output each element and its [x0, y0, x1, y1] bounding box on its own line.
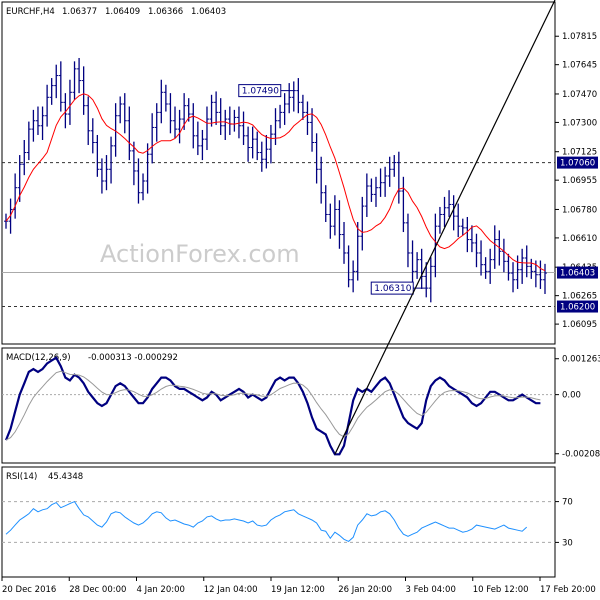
y-tick-label: 1.07470 — [562, 90, 597, 100]
macd-panel — [1, 347, 556, 464]
rsi-tick-label: 30 — [562, 538, 573, 548]
macd-tick-label: 0.001263 — [562, 355, 600, 365]
x-axis: 20 Dec 2016 28 Dec 00:00 4 Jan 20:00 12 Jan… — [1, 577, 596, 595]
level-tag-label: 1.07060 — [560, 159, 595, 169]
macd-tick-label: 0.00 — [562, 391, 581, 401]
y-tick-label: 1.06095 — [562, 320, 597, 330]
level-tag-label: 1.06200 — [560, 303, 595, 313]
x-tick-label: 28 Dec 00:00 — [69, 585, 126, 595]
macd-label: MACD(12,26,9) — [6, 353, 71, 363]
x-tick-label: 20 Dec 2016 — [2, 585, 56, 595]
x-tick-label: 3 Feb 04:00 — [406, 585, 456, 595]
y-tick-label: 1.07815 — [562, 32, 597, 42]
rsi-label: RSI(14) — [6, 472, 37, 482]
macd-y-axis: 0.001263 0.00 -0.00208 — [555, 355, 600, 460]
rsi-value: 45.4348 — [48, 472, 83, 482]
price-levels — [2, 162, 555, 308]
rsi-line — [5, 500, 528, 542]
rsi-line — [2, 500, 555, 543]
watermark: ActionForex.com — [100, 240, 300, 268]
header-high: 1.06409 — [105, 7, 140, 17]
macd-line — [4, 356, 541, 456]
macd-values: -0.000313 -0.000292 — [88, 353, 178, 363]
macd-lines — [2, 0, 556, 456]
x-tick-label: 4 Jan 20:00 — [137, 585, 185, 595]
level-tag-label: 1.06403 — [560, 269, 595, 279]
y-tick-label: 1.07645 — [562, 61, 597, 71]
y-tick-label: 1.06955 — [562, 176, 597, 186]
level-tag-bg — [557, 266, 598, 279]
rsi-tick-label: 70 — [562, 498, 573, 508]
annotation-label: 1.07490 — [242, 87, 279, 97]
y-tick-label: 1.06780 — [562, 205, 597, 215]
x-tick-label: 26 Jan 20:00 — [338, 585, 392, 595]
moving-average — [5, 93, 546, 272]
header-symbol: EURCHF,H4 — [6, 7, 55, 17]
y-tick-label: 1.06610 — [562, 234, 597, 244]
x-tick-label: 17 Feb 20:00 — [540, 585, 596, 595]
header-open: 1.06377 — [62, 7, 97, 17]
x-tick-label: 12 Jan 04:00 — [204, 585, 258, 595]
header-close: 1.06403 — [191, 7, 226, 17]
macd-signal-line — [5, 370, 541, 441]
rsi-panel — [1, 466, 556, 578]
price-header: EURCHF,H4 1.06377 1.06409 1.06366 1.0640… — [6, 7, 226, 17]
macd-trendline — [334, 0, 556, 455]
level-tags: 1.07060 1.06200 1.06403 — [557, 156, 598, 313]
header-low: 1.06366 — [148, 7, 183, 17]
macd-header: MACD(12,26,9) -0.000313 -0.000292 — [6, 353, 178, 363]
level-tag-bg — [557, 300, 598, 313]
rsi-y-axis: 70 30 — [555, 498, 573, 548]
y-tick-label: 1.07300 — [562, 118, 597, 128]
x-tick-label: 19 Jan 12:00 — [271, 585, 325, 595]
level-tag-bg — [557, 156, 598, 169]
y-tick-label: 1.07125 — [562, 148, 597, 158]
x-tick-label: 10 Feb 12:00 — [473, 585, 529, 595]
price-annotations: 1.07490 1.06310 — [238, 84, 427, 295]
y-tick-label: 1.06265 — [562, 292, 597, 302]
annotation-label: 1.06310 — [374, 284, 411, 294]
macd-tick-label: -0.00208 — [562, 450, 600, 460]
price-panel — [1, 1, 556, 345]
moving-average-line — [5, 93, 546, 272]
rsi-header: RSI(14) 45.4348 — [6, 472, 83, 482]
